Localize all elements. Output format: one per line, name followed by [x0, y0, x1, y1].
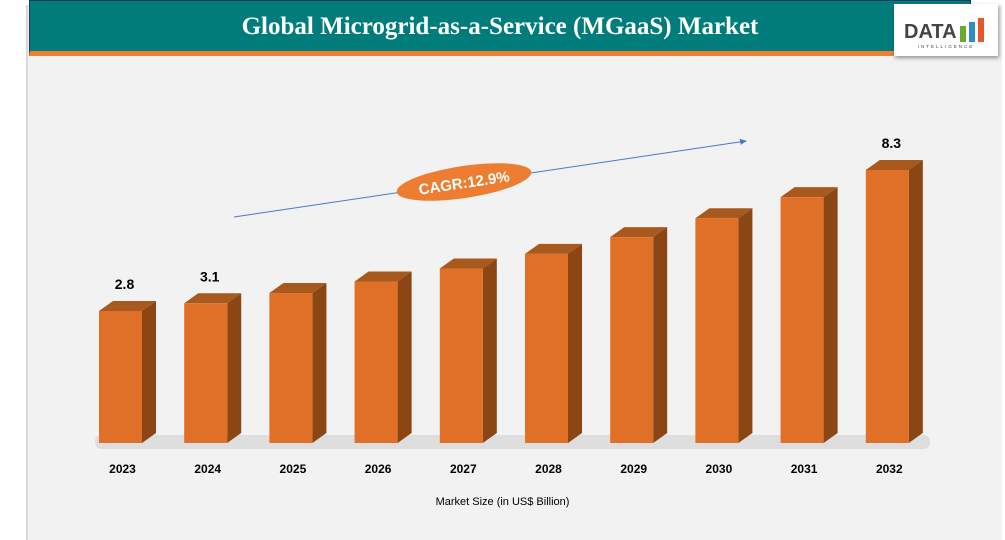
bar-top — [865, 160, 923, 170]
bar-top — [525, 243, 582, 254]
bar-front — [439, 268, 483, 443]
bar-top — [99, 301, 156, 311]
x-tick-label: 2025 — [280, 462, 307, 476]
bar-front — [99, 311, 142, 443]
bar-side — [738, 208, 753, 443]
x-tick-label: 2032 — [876, 462, 903, 476]
chart-title: Global Microgrid-as-a-Service (MGaaS) Ma… — [241, 13, 759, 40]
bar-front — [184, 303, 228, 443]
bar-front — [525, 253, 568, 443]
bar-top — [780, 187, 838, 198]
bar-side — [227, 293, 242, 443]
bar-front — [354, 281, 398, 443]
bar-front — [780, 197, 824, 443]
x-tick-label: 2028 — [535, 462, 562, 476]
x-tick-label: 2031 — [791, 462, 818, 476]
bar-top — [269, 283, 327, 294]
bar-front — [695, 218, 739, 443]
bar-top — [439, 258, 497, 269]
bar-2027 — [439, 258, 497, 443]
x-axis-label: Market Size (in US$ Billion) — [435, 496, 570, 508]
svg-text:INTELLIGENCE: INTELLIGENCE — [918, 44, 975, 49]
bar-2030 — [695, 208, 753, 443]
bar-top — [610, 227, 668, 238]
bar-side — [823, 187, 838, 443]
chart-background — [26, 5, 1002, 540]
bar-side — [142, 301, 156, 443]
x-tick-label: 2030 — [706, 462, 733, 476]
data-label: 2.8 — [115, 276, 135, 292]
data-label: 3.1 — [200, 268, 220, 284]
bar-2025 — [269, 283, 327, 443]
bar-2026 — [354, 271, 412, 443]
cagr-badge: CAGR:12.9% — [396, 163, 532, 201]
data-label: 8.3 — [882, 135, 902, 151]
cagr-ellipse — [396, 163, 532, 201]
bar-top — [695, 208, 753, 219]
data-intelligence-logo: DATA INTELLIGENCE — [894, 4, 998, 56]
title-bar: Global Microgrid-as-a-Service (MGaaS) Ma… — [29, 0, 971, 56]
bar-2023 — [99, 301, 156, 443]
logo-text: DATA — [904, 21, 957, 43]
bar-front — [269, 293, 313, 443]
bar-2032 — [865, 160, 923, 443]
bar-top — [354, 271, 412, 282]
bar-2029 — [610, 227, 668, 443]
bar-front — [865, 170, 909, 443]
bar-side — [312, 283, 327, 443]
x-tick-label: 2023 — [109, 462, 136, 476]
x-tick-label: 2027 — [450, 462, 477, 476]
bar-2031 — [780, 187, 838, 443]
bar-front — [610, 237, 654, 443]
bar-side — [568, 243, 582, 443]
x-tick-label: 2024 — [194, 462, 221, 476]
x-tick-label: 2026 — [365, 462, 392, 476]
bar-top — [184, 293, 242, 304]
bar-side — [482, 258, 497, 443]
bar-2024 — [184, 293, 242, 443]
bar-side — [908, 160, 923, 443]
bar-side — [397, 271, 412, 443]
bar-side — [653, 227, 668, 443]
bar-2028 — [525, 243, 582, 443]
x-tick-label: 2029 — [620, 462, 647, 476]
